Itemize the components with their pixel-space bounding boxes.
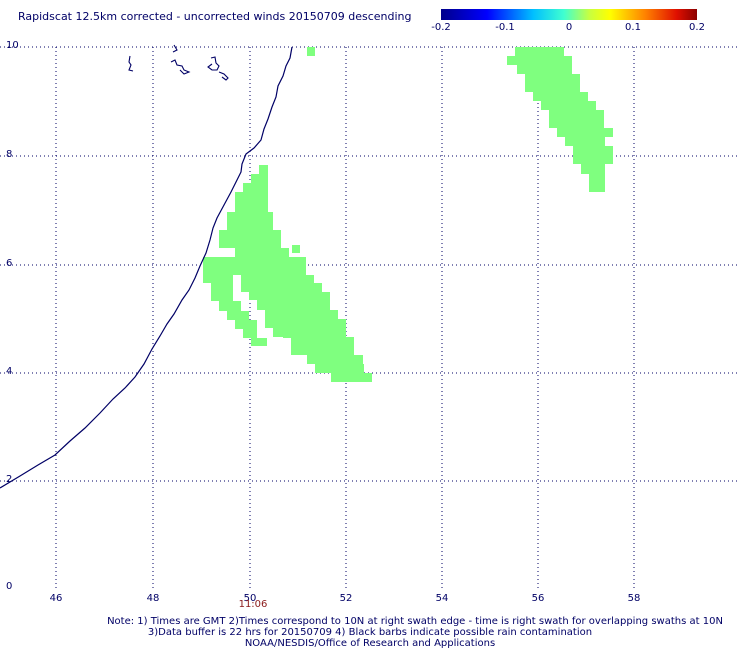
swath-cell bbox=[233, 257, 306, 275]
y-tick-0: 0 bbox=[6, 581, 13, 592]
swath-cell bbox=[291, 337, 354, 355]
swath-cell bbox=[541, 101, 596, 110]
colorbar-label-neg: -0.1 bbox=[495, 22, 515, 33]
swath-cell bbox=[235, 320, 257, 329]
swath-cell bbox=[515, 47, 564, 56]
swath-cell bbox=[557, 128, 613, 137]
colorbar-gradient bbox=[441, 9, 697, 20]
x-tick-50: 50 bbox=[243, 593, 257, 604]
swath-cell bbox=[243, 183, 268, 192]
swath-cell bbox=[227, 212, 273, 230]
grid-lines bbox=[0, 46, 740, 589]
map-title: Rapidscat 12.5km corrected - uncorrected… bbox=[18, 10, 412, 23]
swath-time-label: 11:06 bbox=[238, 599, 268, 610]
note-line-3: NOAA/NESDIS/Office of Research and Appli… bbox=[244, 638, 496, 649]
x-tick-46: 46 bbox=[49, 593, 63, 604]
note-line-2: 3)Data buffer is 22 hrs for 20150709 4) … bbox=[147, 627, 593, 638]
swath-cell bbox=[292, 245, 300, 253]
swath-cell bbox=[307, 355, 363, 364]
y-tick-10: 10 bbox=[6, 40, 19, 51]
swath-cell bbox=[573, 146, 613, 164]
swath-cell bbox=[227, 311, 249, 320]
swath-cell bbox=[581, 164, 605, 174]
swath-cell bbox=[203, 257, 213, 283]
colorbar-label-max: 0.2 bbox=[689, 22, 705, 33]
swath-cell bbox=[565, 137, 605, 146]
swath-cell bbox=[283, 328, 346, 338]
swath-cell bbox=[517, 65, 572, 74]
island bbox=[172, 44, 178, 53]
y-tick-4: 4 bbox=[6, 366, 13, 377]
coastline bbox=[0, 46, 293, 489]
swath-cell bbox=[307, 47, 315, 56]
swath-cell bbox=[219, 230, 281, 248]
colorbar-label-zero: 0 bbox=[565, 22, 573, 33]
swath-cell bbox=[549, 110, 604, 128]
colorbar-legend: -0.2 -0.1 0 0.1 0.2 bbox=[431, 9, 705, 39]
swath-cell bbox=[507, 56, 572, 65]
colorbar-label-pos: 0.1 bbox=[625, 22, 641, 33]
x-tick-58: 58 bbox=[627, 593, 641, 604]
x-tick-56: 56 bbox=[531, 593, 545, 604]
island bbox=[170, 59, 191, 75]
swath-cell bbox=[525, 74, 580, 92]
colorbar-label-min: -0.2 bbox=[431, 22, 451, 33]
swath-cell bbox=[235, 248, 289, 257]
swath-cell bbox=[251, 174, 260, 186]
x-tick-52: 52 bbox=[339, 593, 353, 604]
swath-cell bbox=[589, 174, 605, 192]
swath-cell bbox=[257, 292, 330, 310]
swath-cell bbox=[533, 92, 588, 101]
swath-cell bbox=[243, 329, 257, 338]
swath-cell bbox=[315, 364, 364, 373]
islands bbox=[128, 44, 229, 81]
swath-cell bbox=[331, 373, 372, 382]
swath-cell bbox=[211, 257, 233, 266]
note-line-1: Note: 1) Times are GMT 2)Times correspon… bbox=[107, 616, 723, 627]
y-tick-6: 6 bbox=[6, 258, 13, 269]
swath-cell bbox=[235, 192, 268, 212]
swath-cell bbox=[211, 266, 233, 301]
wind-difference-swath-east bbox=[507, 47, 613, 192]
x-tick-54: 54 bbox=[435, 593, 449, 604]
y-tick-8: 8 bbox=[6, 149, 13, 160]
swath-cell bbox=[251, 338, 267, 346]
x-tick-48: 48 bbox=[146, 593, 160, 604]
swath-cell bbox=[259, 165, 268, 183]
wind-difference-swath bbox=[203, 47, 372, 382]
island bbox=[207, 56, 220, 71]
y-tick-2: 2 bbox=[6, 474, 13, 485]
swath-cell bbox=[219, 301, 241, 311]
island bbox=[128, 55, 134, 72]
island bbox=[218, 71, 229, 81]
